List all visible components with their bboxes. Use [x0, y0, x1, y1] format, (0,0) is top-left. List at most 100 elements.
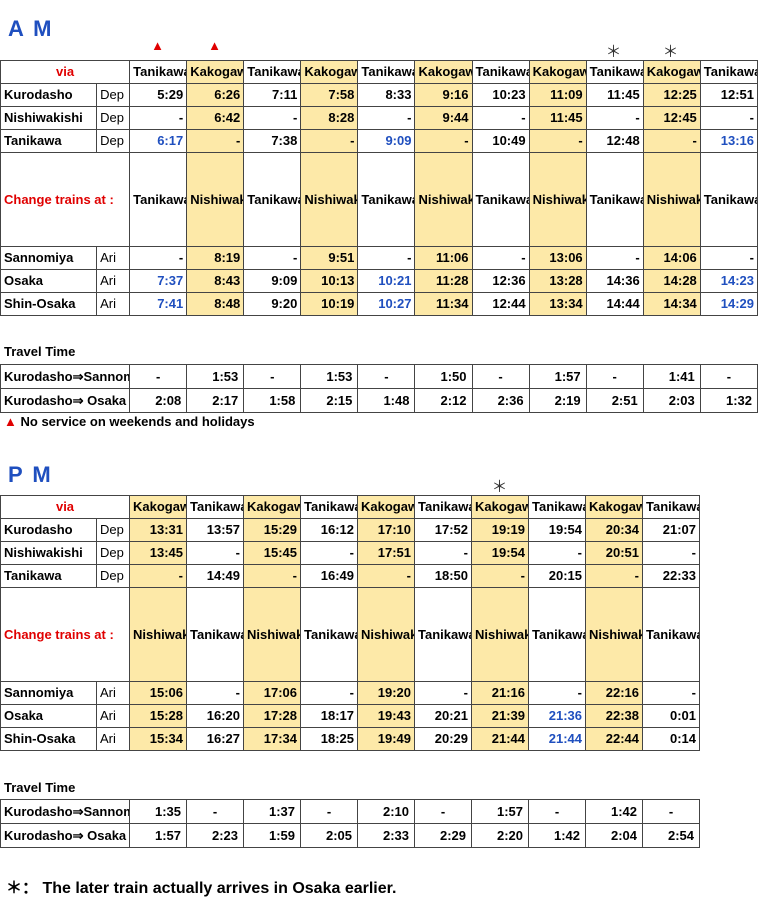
- pm-marks-row: ＊: [0, 473, 758, 496]
- pm-travel-row: Kurodasho⇒ Osaka 1:57 2:23 1:59 2:05 2:33 2:29…: [0, 823, 700, 848]
- station-name: Osaka: [0, 269, 98, 293]
- time-cell: 8:28: [300, 106, 359, 130]
- time-cell: 12:44: [471, 292, 530, 316]
- travel-time-cell: -: [471, 364, 530, 389]
- dep-ari-label: Ari: [95, 681, 131, 705]
- travel-time-cell: 1:53: [186, 364, 245, 389]
- travel-time-cell: 2:04: [585, 823, 643, 848]
- time-cell: -: [243, 246, 302, 270]
- travel-time-cell: -: [414, 799, 472, 824]
- via-cell: Tanikawa: [642, 495, 701, 519]
- travel-time-cell: 1:32: [699, 388, 758, 413]
- time-cell: 17:51: [357, 541, 416, 565]
- triangle-icon: ▲: [151, 38, 164, 53]
- pm-travel-table: Kurodasho⇒Sannomiya1:35-1:37-2:10-1:57-1…: [0, 799, 700, 848]
- travel-time-cell: 1:41: [642, 364, 701, 389]
- via-cell: Tanikawa: [528, 495, 587, 519]
- via-cell: Tanikawa: [699, 60, 758, 84]
- am-row-nishiwakishi: Nishiwakishi Dep -6:42-8:28-9:44-11:45-12:…: [0, 106, 758, 130]
- travel-time-cell: -: [642, 799, 700, 824]
- pm-row-osaka: Osaka Ari 15:28 16:20 17:28 18:17 19:43 20:21 21…: [0, 704, 701, 728]
- time-cell: 16:27: [186, 727, 245, 751]
- am-via-row: viaTanikawaKakogawaTanikawaKakogawaTanik…: [0, 60, 758, 84]
- am-note-text: No service on weekends and holidays: [20, 414, 255, 429]
- time-cell: 19:54: [471, 541, 530, 565]
- am-travel-row: Kurodasho⇒ Osaka 2:08 2:17 1:58 2:15 1:48 2:12…: [0, 388, 758, 413]
- travel-time-cell: -: [585, 364, 644, 389]
- time-cell: -: [585, 564, 644, 588]
- time-cell: -: [699, 246, 758, 270]
- time-cell: 0:01: [642, 704, 701, 728]
- time-cell: -: [471, 564, 530, 588]
- am-marks-row: ▲ ▲ ＊ ＊: [0, 38, 758, 61]
- dep-ari-label: Ari: [96, 246, 131, 270]
- travel-time-cell: -: [129, 364, 188, 389]
- travel-label: Kurodasho⇒Sannomiya: [0, 364, 131, 389]
- time-cell: 17:10: [357, 518, 416, 542]
- time-cell: 20:21: [414, 704, 473, 728]
- pm-row-tanikawa: Tanikawa Dep -14:49-16:49-18:50-20:15-22:3…: [0, 564, 701, 588]
- pm-via-label: via: [0, 495, 131, 519]
- via-cell: Tanikawa: [129, 60, 188, 84]
- time-cell: -: [414, 129, 473, 153]
- travel-time-cell: 1:57: [471, 799, 529, 824]
- time-cell: 13:28: [528, 269, 587, 293]
- time-cell: 21:39: [471, 704, 530, 728]
- time-cell: -: [243, 564, 302, 588]
- time-cell: 9:51: [300, 246, 359, 270]
- travel-time-cell: 2:05: [300, 823, 358, 848]
- travel-time-cell: 1:57: [129, 823, 187, 848]
- time-cell: 22:38: [585, 704, 644, 728]
- change-tanikawa-cell: Tanikawa: [585, 152, 644, 247]
- travel-time-cell: 1:37: [243, 799, 301, 824]
- via-cell: Tanikawa: [471, 60, 530, 84]
- time-cell: 20:51: [585, 541, 644, 565]
- time-cell: -: [357, 106, 416, 130]
- pm-change-label: Change trains at :: [0, 587, 131, 682]
- time-cell: 11:09: [528, 83, 587, 107]
- via-cell: Kakogawa: [129, 495, 188, 519]
- time-cell: 10:19: [300, 292, 359, 316]
- time-cell: 7:38: [243, 129, 302, 153]
- travel-time-cell: -: [528, 799, 586, 824]
- change-tanikawa-cell: Tanikawa: [186, 587, 245, 682]
- dep-ari-label: Dep: [95, 518, 131, 542]
- time-cell: 21:44: [471, 727, 530, 751]
- time-cell: 14:36: [585, 269, 644, 293]
- change-station-cell: Nishiwakishi. Kakogawa: [357, 587, 416, 682]
- travel-time-cell: 1:53: [300, 364, 359, 389]
- time-cell: 14:23: [699, 269, 758, 293]
- via-cell: Kakogawa: [186, 60, 245, 84]
- travel-time-cell: 2:12: [414, 388, 473, 413]
- time-cell: 17:34: [243, 727, 302, 751]
- time-cell: 21:07: [642, 518, 701, 542]
- asterisk-icon: ＊: [662, 44, 679, 61]
- time-cell: 10:21: [357, 269, 416, 293]
- time-cell: 16:12: [300, 518, 359, 542]
- time-cell: 5:29: [129, 83, 188, 107]
- time-cell: 16:20: [186, 704, 245, 728]
- time-cell: 13:57: [186, 518, 245, 542]
- am-note: ▲ No service on weekends and holidays: [4, 414, 255, 429]
- time-cell: 20:34: [585, 518, 644, 542]
- travel-time-cell: 2:17: [186, 388, 245, 413]
- travel-label: Kurodasho⇒ Osaka: [0, 823, 130, 848]
- time-cell: -: [585, 246, 644, 270]
- time-cell: 16:49: [300, 564, 359, 588]
- time-cell: 22:44: [585, 727, 644, 751]
- station-name: Sannomiya: [0, 246, 98, 270]
- station-name: Tanikawa: [0, 564, 97, 588]
- travel-time-cell: 2:08: [129, 388, 188, 413]
- station-name: Shin-Osaka: [0, 292, 98, 316]
- change-station-cell: Nishiwakishi. Kakogawa: [585, 587, 644, 682]
- pm-row-shin: Shin-Osaka Ari 15:34 16:27 17:34 18:25 19:49 20…: [0, 727, 701, 751]
- change-station-cell: Nishiwakishi. Kakogawa: [129, 587, 188, 682]
- time-cell: 18:17: [300, 704, 359, 728]
- time-cell: 9:44: [414, 106, 473, 130]
- travel-time-cell: 2:10: [357, 799, 415, 824]
- change-tanikawa-cell: Tanikawa: [471, 152, 530, 247]
- time-cell: 6:17: [129, 129, 188, 153]
- time-cell: 19:54: [528, 518, 587, 542]
- dep-ari-label: Ari: [95, 704, 131, 728]
- time-cell: 15:29: [243, 518, 302, 542]
